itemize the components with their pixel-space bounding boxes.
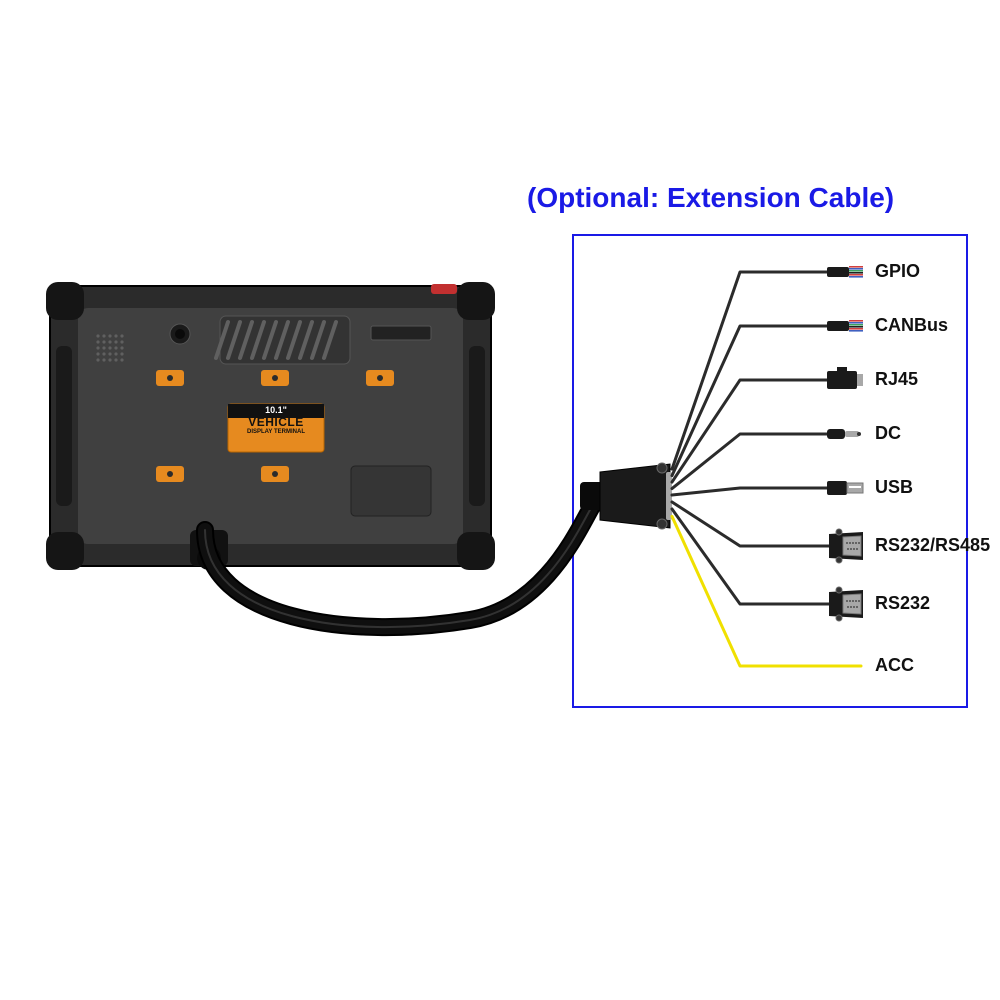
port-label-gpio: GPIO	[875, 261, 920, 282]
port-label-acc: ACC	[875, 655, 914, 676]
port-label-rs232a: RS232/RS485	[875, 535, 990, 556]
extension-cable-box	[572, 234, 968, 708]
diagram-title: (Optional: Extension Cable)	[527, 182, 894, 214]
port-label-rs232b: RS232	[875, 593, 930, 614]
port-label-usb: USB	[875, 477, 913, 498]
device-sticker: 10.1" VEHICLE DISPLAY TERMINAL	[228, 406, 324, 436]
port-label-dc: DC	[875, 423, 901, 444]
port-label-canbus: CANBus	[875, 315, 948, 336]
device-sticker-title: VEHICLE	[228, 416, 324, 429]
device-sticker-sub: DISPLAY TERMINAL	[228, 429, 324, 436]
port-label-rj45: RJ45	[875, 369, 918, 390]
